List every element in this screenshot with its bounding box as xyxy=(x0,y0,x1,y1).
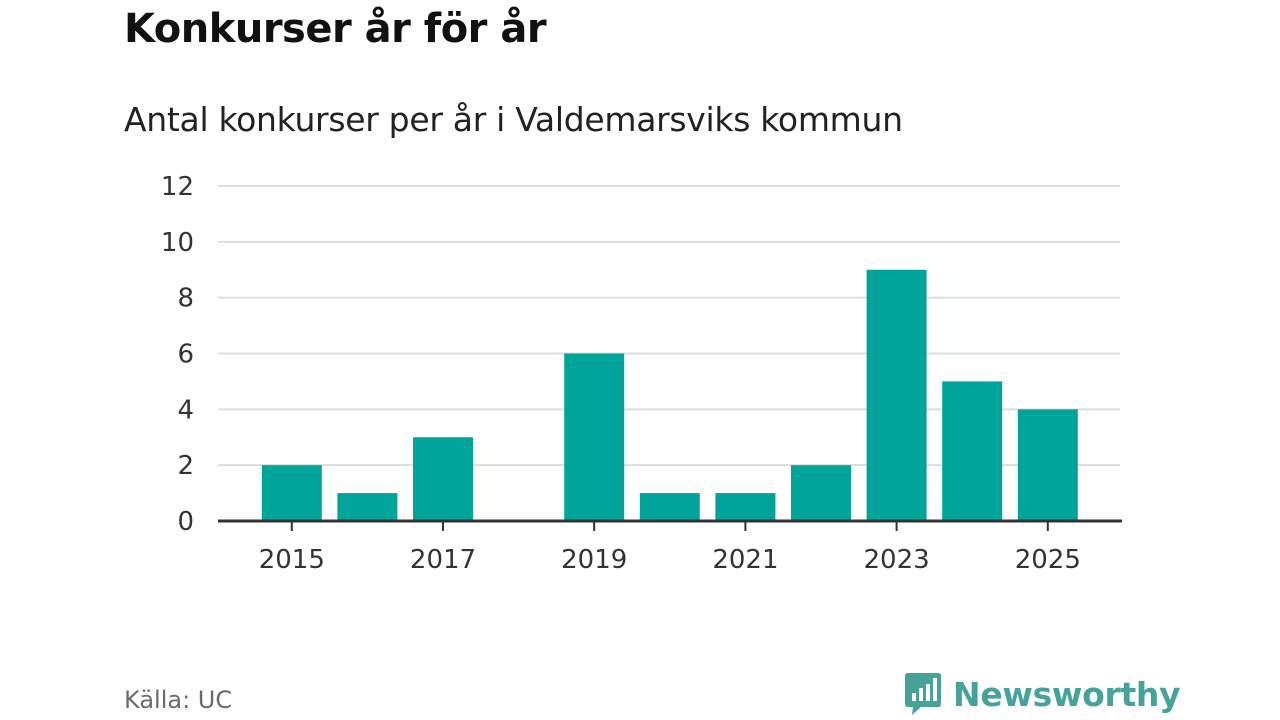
brand-logo: Newsworthy xyxy=(903,671,1181,717)
bar-2022 xyxy=(791,465,851,521)
bars xyxy=(261,269,1078,521)
newsworthy-logo-icon xyxy=(905,673,941,715)
bar-2024 xyxy=(942,381,1003,521)
y-tick-label: 10 xyxy=(161,228,194,258)
x-tick-label: 2025 xyxy=(1015,545,1081,575)
y-tick-label: 0 xyxy=(177,507,194,537)
bar-2023 xyxy=(866,269,927,521)
bar-2020 xyxy=(639,493,700,521)
gridlines xyxy=(218,185,1120,467)
x-tick-label: 2015 xyxy=(259,545,325,575)
x-tick-label: 2023 xyxy=(864,545,930,575)
bar-2019 xyxy=(564,353,625,521)
chart-subtitle: Antal konkurser per år i Valdemarsviks k… xyxy=(124,100,903,139)
bar-2016 xyxy=(337,493,398,521)
x-tick-label: 2019 xyxy=(561,545,627,575)
y-tick-label: 4 xyxy=(177,395,194,425)
y-tick-label: 2 xyxy=(177,451,194,481)
y-tick-label: 6 xyxy=(177,340,194,370)
y-tick-label: 12 xyxy=(161,172,194,202)
bar-2015 xyxy=(261,465,322,521)
axes: 0 2 4 6 8 10 12 2015 2017 2019 2021 2023 2025 xyxy=(161,172,1122,575)
x-tick-label: 2017 xyxy=(410,545,476,575)
bar-2017 xyxy=(413,437,473,521)
y-tick-label: 8 xyxy=(177,284,194,314)
source-note: Källa: UC xyxy=(124,686,233,714)
bar-2021 xyxy=(715,493,776,521)
bar-2025 xyxy=(1017,409,1078,521)
x-tick-label: 2021 xyxy=(712,545,778,575)
chart-title: Konkurser år för år xyxy=(124,6,547,52)
brand-name: Newsworthy xyxy=(953,674,1181,714)
